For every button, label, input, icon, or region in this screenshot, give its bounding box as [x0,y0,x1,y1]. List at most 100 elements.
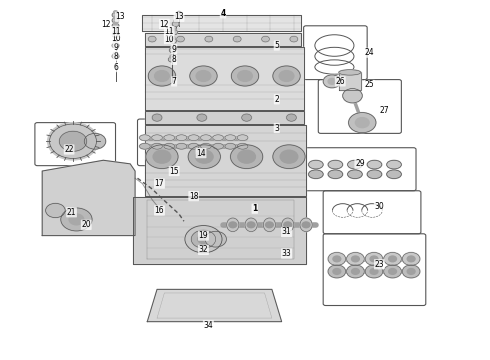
Circle shape [112,18,119,23]
Circle shape [172,28,176,31]
Circle shape [328,252,345,265]
Text: 17: 17 [155,179,164,188]
Circle shape [279,71,294,81]
Circle shape [273,145,305,168]
Text: 5: 5 [274,41,279,50]
Ellipse shape [347,160,362,169]
Circle shape [290,36,298,42]
Circle shape [205,36,213,42]
Circle shape [46,203,65,218]
Circle shape [48,123,98,160]
Polygon shape [133,197,306,264]
Text: 10: 10 [111,34,121,43]
Ellipse shape [164,135,174,140]
Circle shape [169,48,176,53]
Circle shape [188,145,220,168]
Circle shape [114,41,118,44]
Circle shape [114,22,118,24]
Circle shape [351,256,359,262]
Circle shape [205,231,226,247]
Polygon shape [339,72,361,90]
Circle shape [287,114,296,121]
Circle shape [112,32,119,37]
Circle shape [196,71,211,81]
Circle shape [114,16,118,19]
Ellipse shape [225,135,236,140]
Ellipse shape [225,143,236,149]
Ellipse shape [140,135,150,140]
Circle shape [384,252,401,265]
Circle shape [170,55,173,58]
Circle shape [370,256,378,262]
Circle shape [185,226,222,253]
Ellipse shape [387,160,401,169]
Text: 9: 9 [113,43,118,52]
Ellipse shape [152,143,162,149]
Ellipse shape [176,143,187,149]
Polygon shape [145,47,304,110]
Circle shape [233,36,241,42]
Ellipse shape [347,170,362,179]
Circle shape [365,252,383,265]
Circle shape [323,75,341,88]
Text: 18: 18 [189,192,198,201]
Ellipse shape [245,218,257,231]
Polygon shape [145,111,304,125]
Text: 16: 16 [155,206,164,215]
Circle shape [112,23,119,28]
Ellipse shape [367,160,382,169]
Ellipse shape [227,218,239,231]
Ellipse shape [237,135,248,140]
Circle shape [61,208,92,231]
Circle shape [238,71,252,81]
Circle shape [370,269,378,274]
Text: 2: 2 [274,95,279,104]
Circle shape [171,30,177,35]
Text: 11: 11 [111,27,120,36]
Circle shape [172,22,179,27]
Circle shape [389,256,396,262]
Text: 19: 19 [198,231,208,240]
Text: 21: 21 [67,208,76,217]
Circle shape [348,113,376,133]
Circle shape [114,31,118,33]
Ellipse shape [387,170,401,179]
Circle shape [262,36,270,42]
Circle shape [273,66,300,86]
Text: 13: 13 [116,12,125,21]
Ellipse shape [367,170,382,179]
Circle shape [351,269,359,274]
Polygon shape [145,33,301,45]
Circle shape [152,114,162,121]
Ellipse shape [188,143,199,149]
Ellipse shape [328,170,343,179]
Circle shape [402,252,420,265]
Circle shape [365,265,383,278]
Text: 31: 31 [282,228,292,237]
Text: 23: 23 [374,260,384,269]
Circle shape [146,145,178,168]
Polygon shape [145,126,306,196]
Circle shape [247,222,255,228]
Circle shape [197,235,209,243]
Circle shape [229,222,237,228]
Circle shape [407,269,415,274]
Text: 20: 20 [81,220,91,229]
Circle shape [112,43,119,48]
Text: 30: 30 [374,202,384,211]
Circle shape [148,36,156,42]
Circle shape [346,265,364,278]
Ellipse shape [339,70,361,75]
Text: 10: 10 [165,35,174,44]
Text: 25: 25 [365,81,374,90]
Text: 1: 1 [252,204,257,213]
Ellipse shape [237,143,248,149]
Circle shape [343,89,362,103]
Text: 34: 34 [203,321,213,330]
Text: 8: 8 [113,52,118,61]
Circle shape [69,214,84,225]
Circle shape [59,131,87,151]
Circle shape [190,66,217,86]
Circle shape [407,256,415,262]
Text: 7: 7 [172,77,176,86]
